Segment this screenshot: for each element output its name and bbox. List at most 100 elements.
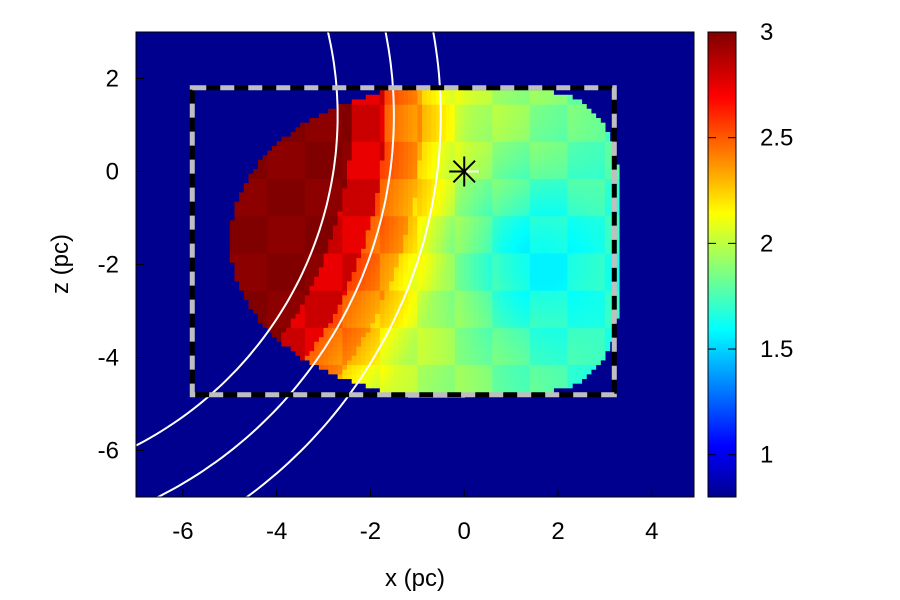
heatmap-cell xyxy=(586,238,592,245)
heatmap-cell xyxy=(468,90,475,96)
heatmap-cell xyxy=(473,294,479,300)
heatmap-cell xyxy=(351,187,357,194)
heatmap-cell xyxy=(332,108,339,114)
heatmap-cell xyxy=(595,308,601,314)
heatmap-cell xyxy=(332,238,339,245)
heatmap-cell xyxy=(482,122,489,128)
heatmap-cell xyxy=(525,383,531,389)
heatmap-cell xyxy=(407,220,414,226)
heatmap-cell xyxy=(567,131,573,138)
heatmap-cell xyxy=(393,359,400,366)
heatmap-cell xyxy=(323,136,329,142)
heatmap-cell xyxy=(422,313,428,319)
heatmap-cell xyxy=(356,127,362,133)
heatmap-cell xyxy=(407,113,414,119)
heatmap-cell xyxy=(558,224,564,231)
heatmap-cell xyxy=(281,211,287,217)
heatmap-cell xyxy=(328,248,334,254)
heatmap-cell xyxy=(422,373,428,380)
heatmap-cell xyxy=(257,201,264,207)
heatmap-cell xyxy=(487,359,493,366)
heatmap-cell xyxy=(473,192,479,198)
heatmap-cell xyxy=(478,387,484,393)
heatmap-cell xyxy=(440,136,447,142)
heatmap-cell xyxy=(328,136,334,142)
heatmap-cell xyxy=(450,299,456,305)
heatmap-cell xyxy=(553,252,559,259)
heatmap-cell xyxy=(492,257,498,263)
heatmap-cell xyxy=(604,211,611,217)
heatmap-cell xyxy=(337,308,343,314)
heatmap-cell xyxy=(468,359,475,366)
heatmap-cell xyxy=(450,183,456,189)
heatmap-cell xyxy=(304,211,311,217)
heatmap-cell xyxy=(375,252,381,259)
heatmap-cell xyxy=(417,262,423,268)
heatmap-cell xyxy=(539,197,545,203)
heatmap-cell xyxy=(445,99,451,105)
heatmap-cell xyxy=(581,248,587,254)
heatmap-cell xyxy=(459,145,465,152)
heatmap-cell xyxy=(365,271,372,277)
heatmap-cell xyxy=(473,369,479,375)
heatmap-cell xyxy=(403,197,409,203)
heatmap-cell xyxy=(379,345,386,352)
heatmap-cell xyxy=(604,248,611,254)
heatmap-cell xyxy=(412,327,418,333)
heatmap-cell xyxy=(351,313,357,319)
heatmap-cell xyxy=(506,113,512,119)
heatmap-cell xyxy=(581,355,587,361)
heatmap-cell xyxy=(365,94,372,101)
heatmap-cell xyxy=(539,136,545,142)
heatmap-cell xyxy=(304,127,311,133)
heatmap-cell xyxy=(576,313,583,319)
heatmap-cell xyxy=(356,355,362,361)
heatmap-cell xyxy=(403,243,409,249)
heatmap-cell xyxy=(586,229,592,235)
heatmap-cell xyxy=(389,308,395,314)
y-tick-label: -2 xyxy=(98,252,119,279)
heatmap-cell xyxy=(300,243,306,249)
heatmap-cell xyxy=(553,341,559,347)
heatmap-cell xyxy=(511,118,517,124)
heatmap-cell xyxy=(492,164,498,170)
heatmap-cell xyxy=(440,238,447,245)
heatmap-cell xyxy=(468,299,475,305)
heatmap-cell xyxy=(567,345,573,352)
heatmap-cell xyxy=(440,169,447,175)
heatmap-cell xyxy=(529,355,536,361)
heatmap-cell xyxy=(276,206,282,212)
heatmap-cell xyxy=(548,373,554,380)
heatmap-cell xyxy=(454,183,461,189)
heatmap-cell xyxy=(506,187,512,194)
heatmap-cell xyxy=(558,276,564,282)
heatmap-cell xyxy=(318,345,325,352)
heatmap-cell xyxy=(417,224,423,231)
heatmap-cell xyxy=(417,308,423,314)
heatmap-cell xyxy=(529,266,536,273)
heatmap-cell xyxy=(604,220,611,226)
heatmap-cell xyxy=(370,262,376,268)
heatmap-cell xyxy=(393,364,400,370)
heatmap-cell xyxy=(370,290,376,296)
heatmap-cell xyxy=(332,308,339,314)
heatmap-cell xyxy=(361,122,367,128)
heatmap-cell xyxy=(426,108,433,114)
heatmap-cell xyxy=(426,317,433,324)
heatmap-cells xyxy=(229,85,620,398)
heatmap-cell xyxy=(417,336,423,342)
heatmap-cell xyxy=(586,178,592,184)
heatmap-cell xyxy=(375,224,381,231)
heatmap-cell xyxy=(576,220,583,226)
heatmap-cell xyxy=(351,257,357,263)
heatmap-cell xyxy=(426,276,433,282)
heatmap-cell xyxy=(318,155,325,161)
heatmap-cell xyxy=(417,108,423,114)
heatmap-cell xyxy=(595,173,601,180)
heatmap-cell xyxy=(403,313,409,319)
heatmap-cell xyxy=(422,252,428,259)
heatmap-cell xyxy=(572,350,578,356)
heatmap-cell xyxy=(347,317,353,324)
heatmap-cell xyxy=(548,197,554,203)
heatmap-cell xyxy=(384,211,390,217)
